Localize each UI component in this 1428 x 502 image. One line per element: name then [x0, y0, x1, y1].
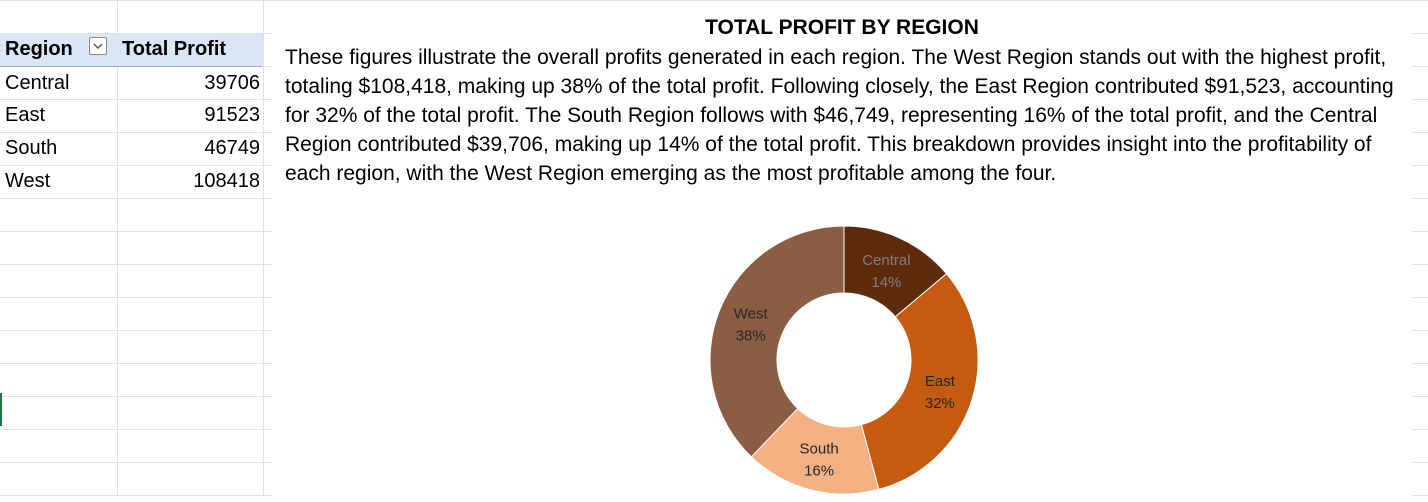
slice-percent-label-central: 14% [871, 274, 901, 291]
active-cell-marker [0, 393, 2, 426]
slice-percent-label-south: 16% [804, 462, 834, 479]
row-west-profit[interactable]: 108418 [193, 170, 260, 192]
chart-area[interactable]: TOTAL PROFIT BY REGION These figures ill… [272, 8, 1412, 496]
row-east-profit[interactable]: 91523 [204, 104, 260, 126]
donut-chart[interactable]: Central 14% East 32% South 16% West 38% [696, 212, 996, 502]
donut-slice-west[interactable] [709, 225, 845, 458]
row-east-region[interactable]: East [5, 104, 46, 126]
row-central-region[interactable]: Central [5, 72, 70, 94]
slice-category-label-central: Central [862, 252, 910, 269]
slice-category-label-south: South [800, 440, 839, 457]
slice-percent-label-west: 38% [736, 328, 766, 345]
header-underline [0, 66, 262, 67]
region-filter-button[interactable] [89, 37, 107, 55]
row-south-region[interactable]: South [5, 137, 58, 159]
header-region-label: Region [5, 38, 73, 60]
header-total-profit-cell[interactable]: Total Profit [117, 33, 263, 66]
chevron-down-icon [93, 43, 103, 49]
slice-category-label-west: West [734, 306, 769, 323]
row-south-profit[interactable]: 46749 [204, 137, 260, 159]
slice-category-label-east: East [925, 373, 956, 390]
donut-slice-east[interactable] [860, 273, 979, 491]
row-west-region[interactable]: West [5, 170, 51, 192]
chart-title: TOTAL PROFIT BY REGION [705, 16, 979, 39]
slice-percent-label-east: 32% [925, 395, 955, 412]
header-total-profit-label: Total Profit [122, 38, 227, 60]
chart-description: These figures illustrate the overall pro… [285, 46, 1394, 185]
row-central-profit[interactable]: 39706 [204, 72, 260, 94]
